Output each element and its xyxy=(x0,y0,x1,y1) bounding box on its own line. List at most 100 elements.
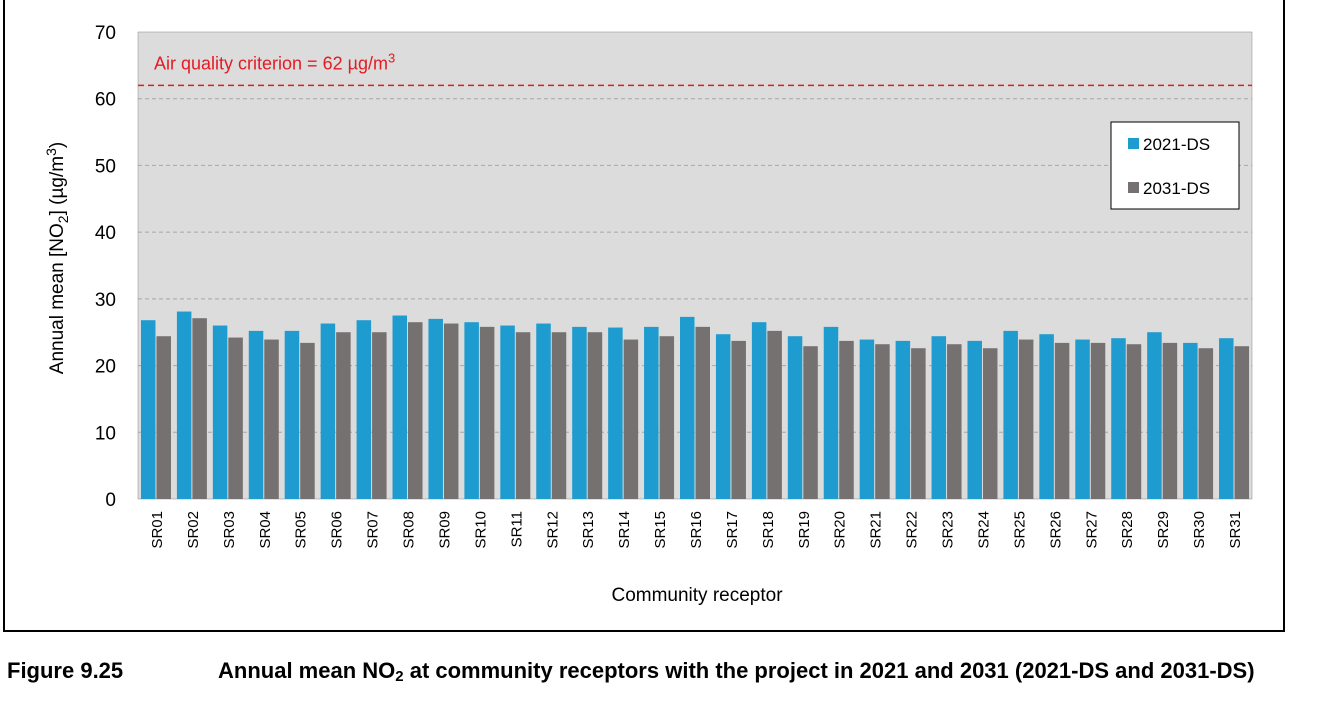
figure-title: Annual mean NO2 at community receptors w… xyxy=(218,658,1255,685)
bar-sr19-2021-ds xyxy=(787,336,803,499)
bar-sr09-2031-ds xyxy=(443,323,459,499)
bar-sr01-2031-ds xyxy=(156,336,171,499)
bar-sr11-2031-ds xyxy=(515,332,531,499)
bar-sr15-2021-ds xyxy=(644,326,659,499)
criterion-line-group: Air quality criterion = 62 µg/m3 xyxy=(138,50,1252,87)
bar-sr29-2021-ds xyxy=(1147,332,1162,499)
x-tick-label: SR05 xyxy=(293,511,310,549)
y-tick-label: 60 xyxy=(95,90,116,111)
x-tick-label: SR19 xyxy=(796,511,813,549)
bar-sr04-2031-ds xyxy=(264,339,279,499)
bar-sr21-2021-ds xyxy=(859,339,875,499)
bar-sr27-2031-ds xyxy=(1090,342,1106,499)
x-tick-label: SR06 xyxy=(329,511,346,549)
y-tick-label: 50 xyxy=(95,156,116,177)
bar-sr12-2031-ds xyxy=(551,332,567,499)
bar-sr16-2021-ds xyxy=(680,316,695,499)
bars xyxy=(140,311,1250,499)
x-tick-label: SR14 xyxy=(616,511,633,549)
x-tick-label: SR30 xyxy=(1191,511,1208,549)
bar-sr06-2031-ds xyxy=(336,332,351,499)
bar-sr18-2021-ds xyxy=(751,322,767,499)
bar-sr14-2031-ds xyxy=(623,339,639,499)
bar-chart: Air quality criterion = 62 µg/m3 0 10 20 30… xyxy=(43,23,1253,606)
x-tick-label: SR08 xyxy=(401,511,418,549)
bar-sr05-2021-ds xyxy=(284,330,300,499)
bar-sr25-2031-ds xyxy=(1018,339,1034,499)
x-tick-label: SR20 xyxy=(832,511,849,549)
x-tick-label: SR29 xyxy=(1155,511,1172,549)
x-tick-label: SR02 xyxy=(185,511,202,549)
x-tick-label: SR03 xyxy=(221,511,238,549)
bar-sr05-2031-ds xyxy=(300,342,315,499)
bar-sr20-2021-ds xyxy=(823,326,839,499)
x-tick-label: SR10 xyxy=(472,511,489,549)
bar-sr24-2021-ds xyxy=(967,340,982,499)
bar-sr18-2031-ds xyxy=(767,330,782,499)
x-axis-ticks: SR01 SR02 SR03 SR04 SR05 SR06 SR07 SR08 SR09 SR10… xyxy=(149,511,1244,549)
bar-sr10-2031-ds xyxy=(479,326,495,499)
bar-sr27-2021-ds xyxy=(1075,339,1090,499)
legend-swatch-2021-ds xyxy=(1128,138,1139,149)
bar-sr23-2021-ds xyxy=(931,336,947,499)
x-tick-label: SR28 xyxy=(1119,511,1136,549)
x-tick-label: SR04 xyxy=(257,511,274,549)
bar-sr22-2031-ds xyxy=(911,348,926,499)
bar-sr22-2021-ds xyxy=(895,340,911,499)
x-tick-label: SR01 xyxy=(149,511,166,549)
bar-sr21-2031-ds xyxy=(875,344,890,499)
y-axis-ticks: 0 10 20 30 40 50 60 70 xyxy=(95,23,116,511)
bar-sr31-2031-ds xyxy=(1234,346,1250,499)
bar-sr07-2031-ds xyxy=(372,332,387,499)
bar-sr03-2031-ds xyxy=(228,337,243,499)
y-tick-label: 20 xyxy=(95,357,116,378)
bar-sr02-2021-ds xyxy=(176,311,192,499)
bar-sr26-2021-ds xyxy=(1039,334,1054,499)
x-tick-label: SR31 xyxy=(1227,511,1244,549)
x-tick-label: SR21 xyxy=(868,511,885,549)
air-quality-criterion-label: Air quality criterion = 62 µg/m3 xyxy=(154,50,395,73)
x-tick-label: SR17 xyxy=(724,511,741,549)
bar-sr02-2031-ds xyxy=(192,318,207,499)
bar-sr28-2021-ds xyxy=(1111,338,1126,499)
bar-sr04-2021-ds xyxy=(248,330,264,499)
x-tick-label: SR22 xyxy=(904,511,921,549)
bar-sr14-2021-ds xyxy=(608,327,623,499)
x-tick-label: SR23 xyxy=(940,511,957,549)
bar-sr24-2031-ds xyxy=(982,348,998,499)
bar-sr08-2021-ds xyxy=(392,315,408,499)
bar-sr15-2031-ds xyxy=(659,336,675,499)
y-tick-label: 40 xyxy=(95,223,116,244)
bar-sr11-2021-ds xyxy=(500,325,515,499)
bar-sr25-2021-ds xyxy=(1003,330,1018,499)
x-tick-label: SR09 xyxy=(436,511,453,549)
bar-sr13-2021-ds xyxy=(572,326,587,499)
bar-sr09-2021-ds xyxy=(428,318,443,499)
bar-sr03-2021-ds xyxy=(212,325,228,499)
x-tick-label: SR26 xyxy=(1047,511,1064,549)
bar-sr23-2031-ds xyxy=(947,344,962,499)
x-tick-label: SR27 xyxy=(1083,511,1100,549)
bar-sr16-2031-ds xyxy=(695,326,710,499)
legend-swatch-2031-ds xyxy=(1128,182,1139,193)
y-tick-label: 70 xyxy=(95,23,116,44)
bar-sr30-2021-ds xyxy=(1183,342,1198,499)
bar-sr19-2031-ds xyxy=(803,346,818,499)
bar-sr26-2031-ds xyxy=(1054,342,1070,499)
x-axis-title: Community receptor xyxy=(611,585,783,606)
x-tick-label: SR25 xyxy=(1011,511,1028,549)
y-tick-label: 0 xyxy=(105,490,116,511)
x-tick-label: SR16 xyxy=(688,511,705,549)
bar-sr17-2031-ds xyxy=(731,340,746,499)
x-tick-label: SR13 xyxy=(580,511,597,549)
legend: 2021-DS 2031-DS xyxy=(1110,121,1240,210)
bar-sr17-2021-ds xyxy=(715,334,731,499)
bar-sr28-2031-ds xyxy=(1126,344,1142,499)
bar-sr29-2031-ds xyxy=(1162,342,1178,499)
x-tick-label: SR18 xyxy=(760,511,777,549)
legend-label-2031-ds: 2031-DS xyxy=(1143,179,1210,198)
bar-sr01-2021-ds xyxy=(140,320,156,499)
bar-sr12-2021-ds xyxy=(536,323,551,499)
y-tick-label: 30 xyxy=(95,290,116,311)
x-tick-label: SR07 xyxy=(365,511,382,549)
